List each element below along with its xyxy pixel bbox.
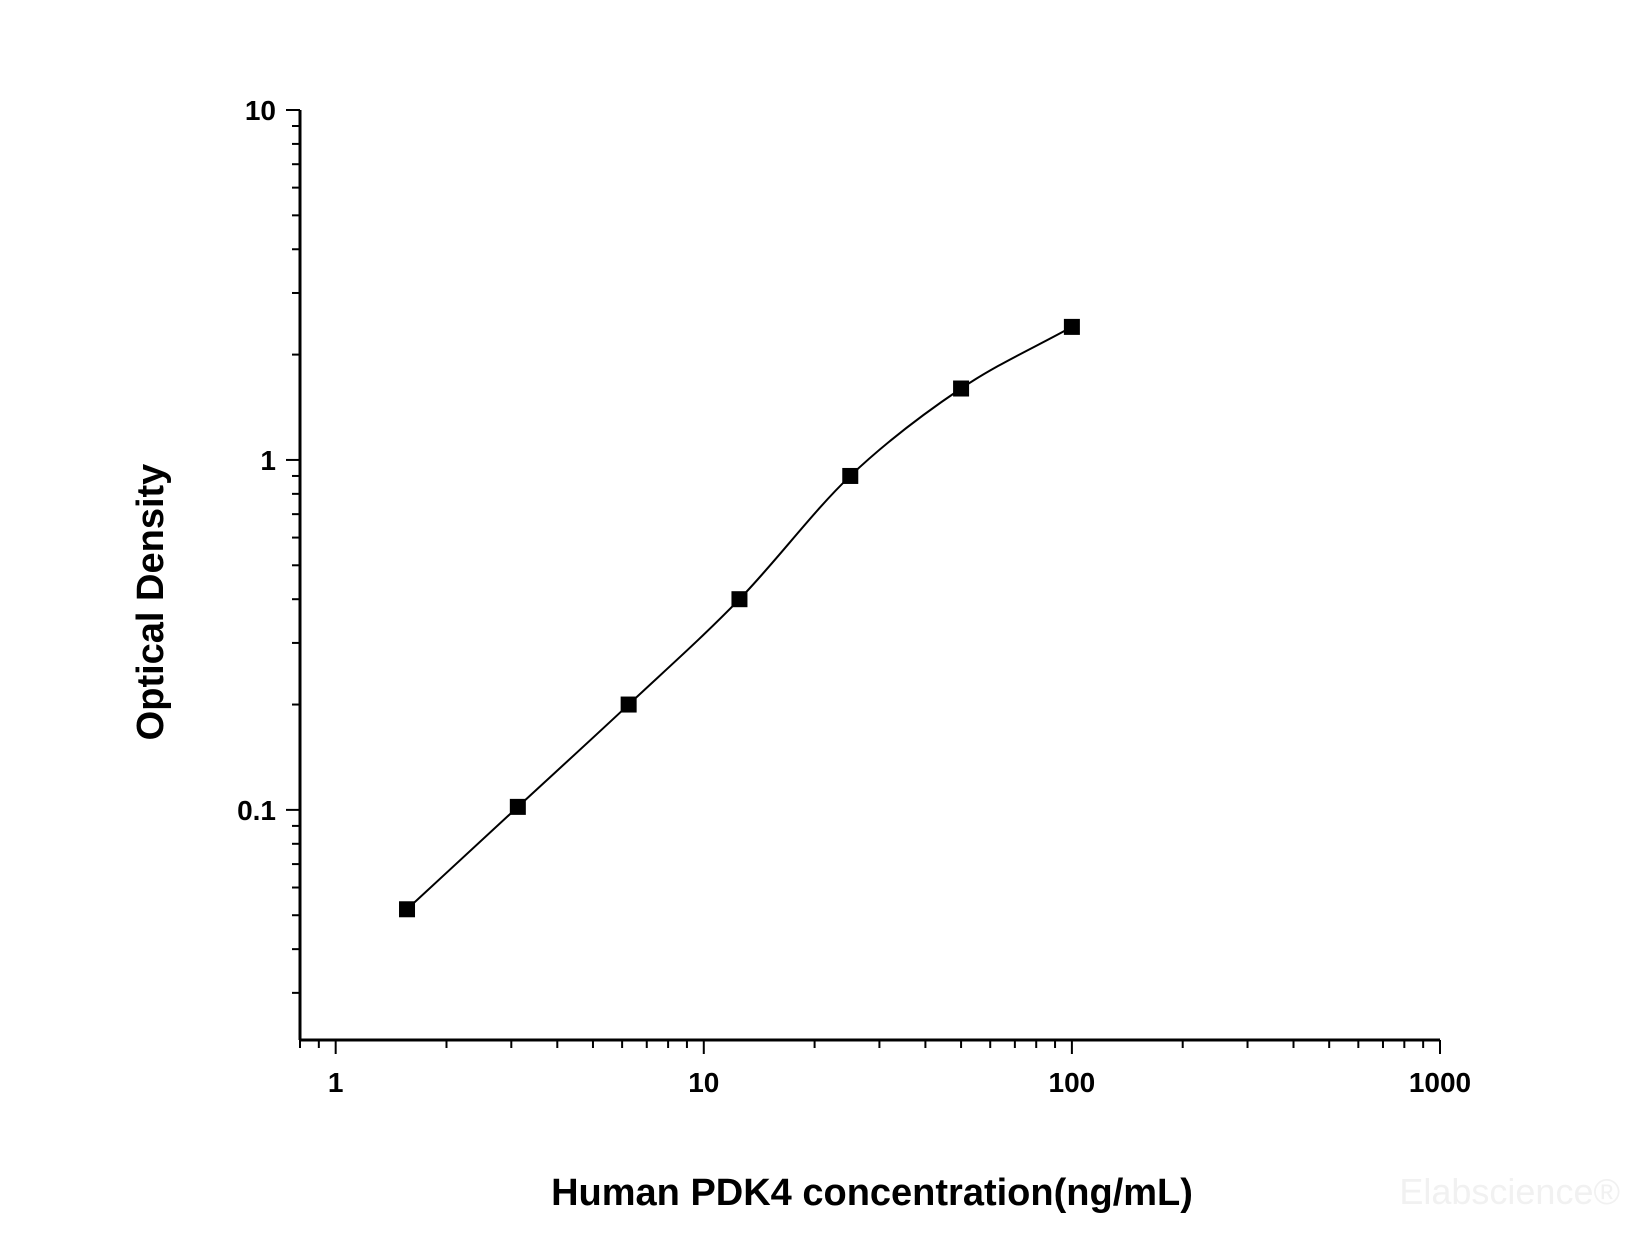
x-tick-label: 1 [328, 1067, 344, 1098]
data-points-layer [399, 318, 1080, 918]
fit-curve [406, 326, 1073, 911]
fit-curve-layer [406, 326, 1073, 911]
y-tick-label: 10 [245, 95, 276, 126]
x-tick-label: 10 [688, 1067, 719, 1098]
data-point [399, 901, 416, 918]
x-axis-title: Human PDK4 concentration(ng/mL) [551, 1172, 1193, 1214]
data-point [731, 591, 748, 608]
y-tick-label: 1 [260, 445, 276, 476]
data-point [1063, 318, 1080, 335]
tick-labels-layer: 1 10 100 1000 0.1 1 10 [237, 95, 1471, 1098]
axes [286, 109, 1441, 1054]
data-point [509, 798, 526, 815]
x-tick-label: 1000 [1409, 1067, 1471, 1098]
data-point [842, 467, 859, 484]
x-tick-label: 100 [1049, 1067, 1096, 1098]
y-tick-label: 0.1 [237, 795, 276, 826]
data-point [620, 696, 637, 713]
data-point [953, 380, 970, 397]
y-axis-title: Optical Density [130, 464, 172, 741]
watermark-text: Elabscience® [1399, 1171, 1620, 1212]
